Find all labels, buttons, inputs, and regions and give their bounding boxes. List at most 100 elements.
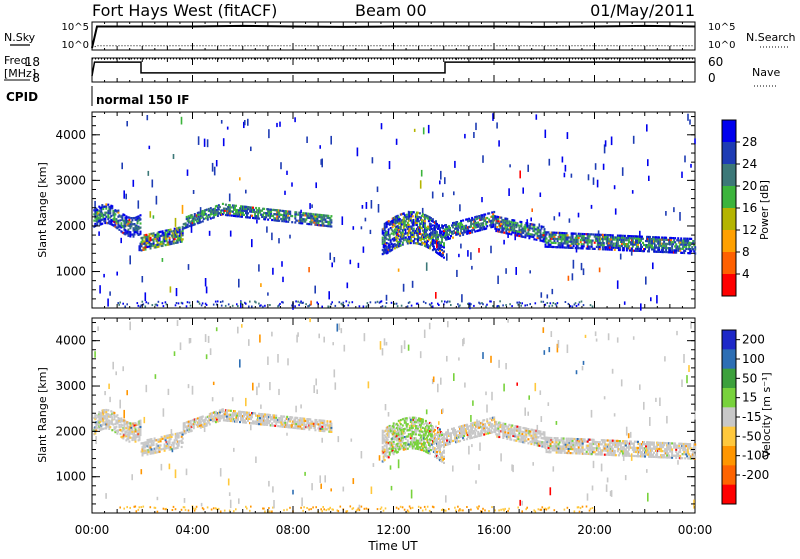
echo-cell <box>519 171 521 179</box>
echo-cell <box>335 382 337 389</box>
echo-cell <box>445 495 447 502</box>
echo-cell <box>513 228 515 230</box>
echo-cell <box>431 435 433 437</box>
echo-cell <box>330 215 332 217</box>
echo-cell <box>400 244 402 246</box>
echo-cell <box>608 238 610 240</box>
echo-cell <box>104 391 106 395</box>
echo-cell <box>622 167 624 176</box>
echo-cell <box>137 302 139 304</box>
echo-cell <box>386 246 388 248</box>
echo-cell <box>543 232 545 234</box>
echo-cell <box>332 342 334 345</box>
echo-cell <box>173 240 175 242</box>
echo-cell <box>412 423 414 425</box>
echo-cell <box>522 236 524 238</box>
echo-cell <box>403 449 405 451</box>
echo-cell <box>307 213 309 215</box>
echo-cell <box>614 185 616 189</box>
echo-cell <box>123 426 125 428</box>
echo-cell <box>162 302 164 304</box>
echo-cell <box>422 419 424 421</box>
echo-cell <box>264 413 266 415</box>
echo-cell <box>415 417 417 419</box>
echo-cell <box>199 303 201 305</box>
echo-cell <box>294 427 296 429</box>
echo-cell <box>304 214 306 216</box>
echo-cell <box>229 204 231 206</box>
echo-cell <box>418 506 420 508</box>
echo-cell <box>444 301 446 303</box>
echo-cell <box>264 416 266 418</box>
echo-cell <box>670 243 672 245</box>
echo-cell <box>128 217 130 219</box>
echo-cell <box>104 415 106 417</box>
echo-cell <box>118 426 120 428</box>
echo-cell <box>520 305 522 307</box>
echo-cell <box>233 510 235 512</box>
echo-cell <box>223 212 225 214</box>
echo-cell <box>640 248 642 250</box>
echo-cell <box>182 302 184 304</box>
echo-cell <box>632 239 634 241</box>
echo-cell <box>640 244 642 246</box>
echo-cell <box>329 223 331 225</box>
echo-cell <box>647 159 649 166</box>
echo-cell <box>665 251 667 253</box>
echo-cell <box>390 246 392 248</box>
echo-cell <box>188 421 190 423</box>
echo-cell <box>623 241 625 243</box>
echo-cell <box>120 222 122 224</box>
echo-cell <box>419 231 421 233</box>
echo-cell <box>513 220 515 222</box>
echo-cell <box>334 257 336 262</box>
echo-cell <box>169 231 171 233</box>
echo-cell <box>150 247 152 249</box>
echo-cell <box>130 225 132 227</box>
echo-cell <box>285 210 287 212</box>
echo-cell <box>461 224 463 226</box>
echo-cell <box>531 234 533 236</box>
echo-cell <box>301 424 303 426</box>
echo-cell <box>407 423 409 425</box>
echo-cell <box>275 417 277 419</box>
echo-cell <box>520 221 522 223</box>
echo-cell <box>636 240 638 242</box>
echo-cell <box>473 305 475 307</box>
echo-cell <box>479 303 481 305</box>
echo-cell <box>452 232 454 234</box>
power-colorbar-label: Power [dB] <box>758 180 771 240</box>
echo-cell <box>226 411 228 413</box>
echo-cell <box>452 226 454 228</box>
echo-cell <box>171 436 173 438</box>
echo-cell <box>526 219 528 227</box>
echo-cell <box>168 389 170 395</box>
echo-cell <box>226 415 228 417</box>
echo-cell <box>541 301 543 303</box>
noise-tick-low-right: 10^0 <box>708 40 735 51</box>
echo-cell <box>605 234 607 236</box>
echo-cell <box>257 215 259 217</box>
echo-cell <box>693 250 695 252</box>
echo-cell <box>441 300 443 302</box>
echo-cell <box>245 190 247 194</box>
echo-cell <box>330 303 332 305</box>
echo-cell <box>387 439 389 441</box>
echo-cell <box>184 506 186 508</box>
echo-cell <box>131 439 133 441</box>
echo-cell <box>413 240 415 242</box>
echo-cell <box>318 334 320 339</box>
echo-cell <box>481 214 483 216</box>
echo-cell <box>270 211 272 213</box>
echo-cell <box>610 238 612 240</box>
echo-cell <box>649 236 651 238</box>
echo-cell <box>446 439 448 441</box>
echo-cell <box>247 414 249 416</box>
echo-cell <box>106 415 108 417</box>
echo-cell <box>498 229 500 231</box>
echo-cell <box>240 413 242 415</box>
power-cells <box>93 113 696 310</box>
echo-cell <box>569 218 571 222</box>
echo-cell <box>485 306 487 308</box>
echo-cell <box>514 222 516 224</box>
